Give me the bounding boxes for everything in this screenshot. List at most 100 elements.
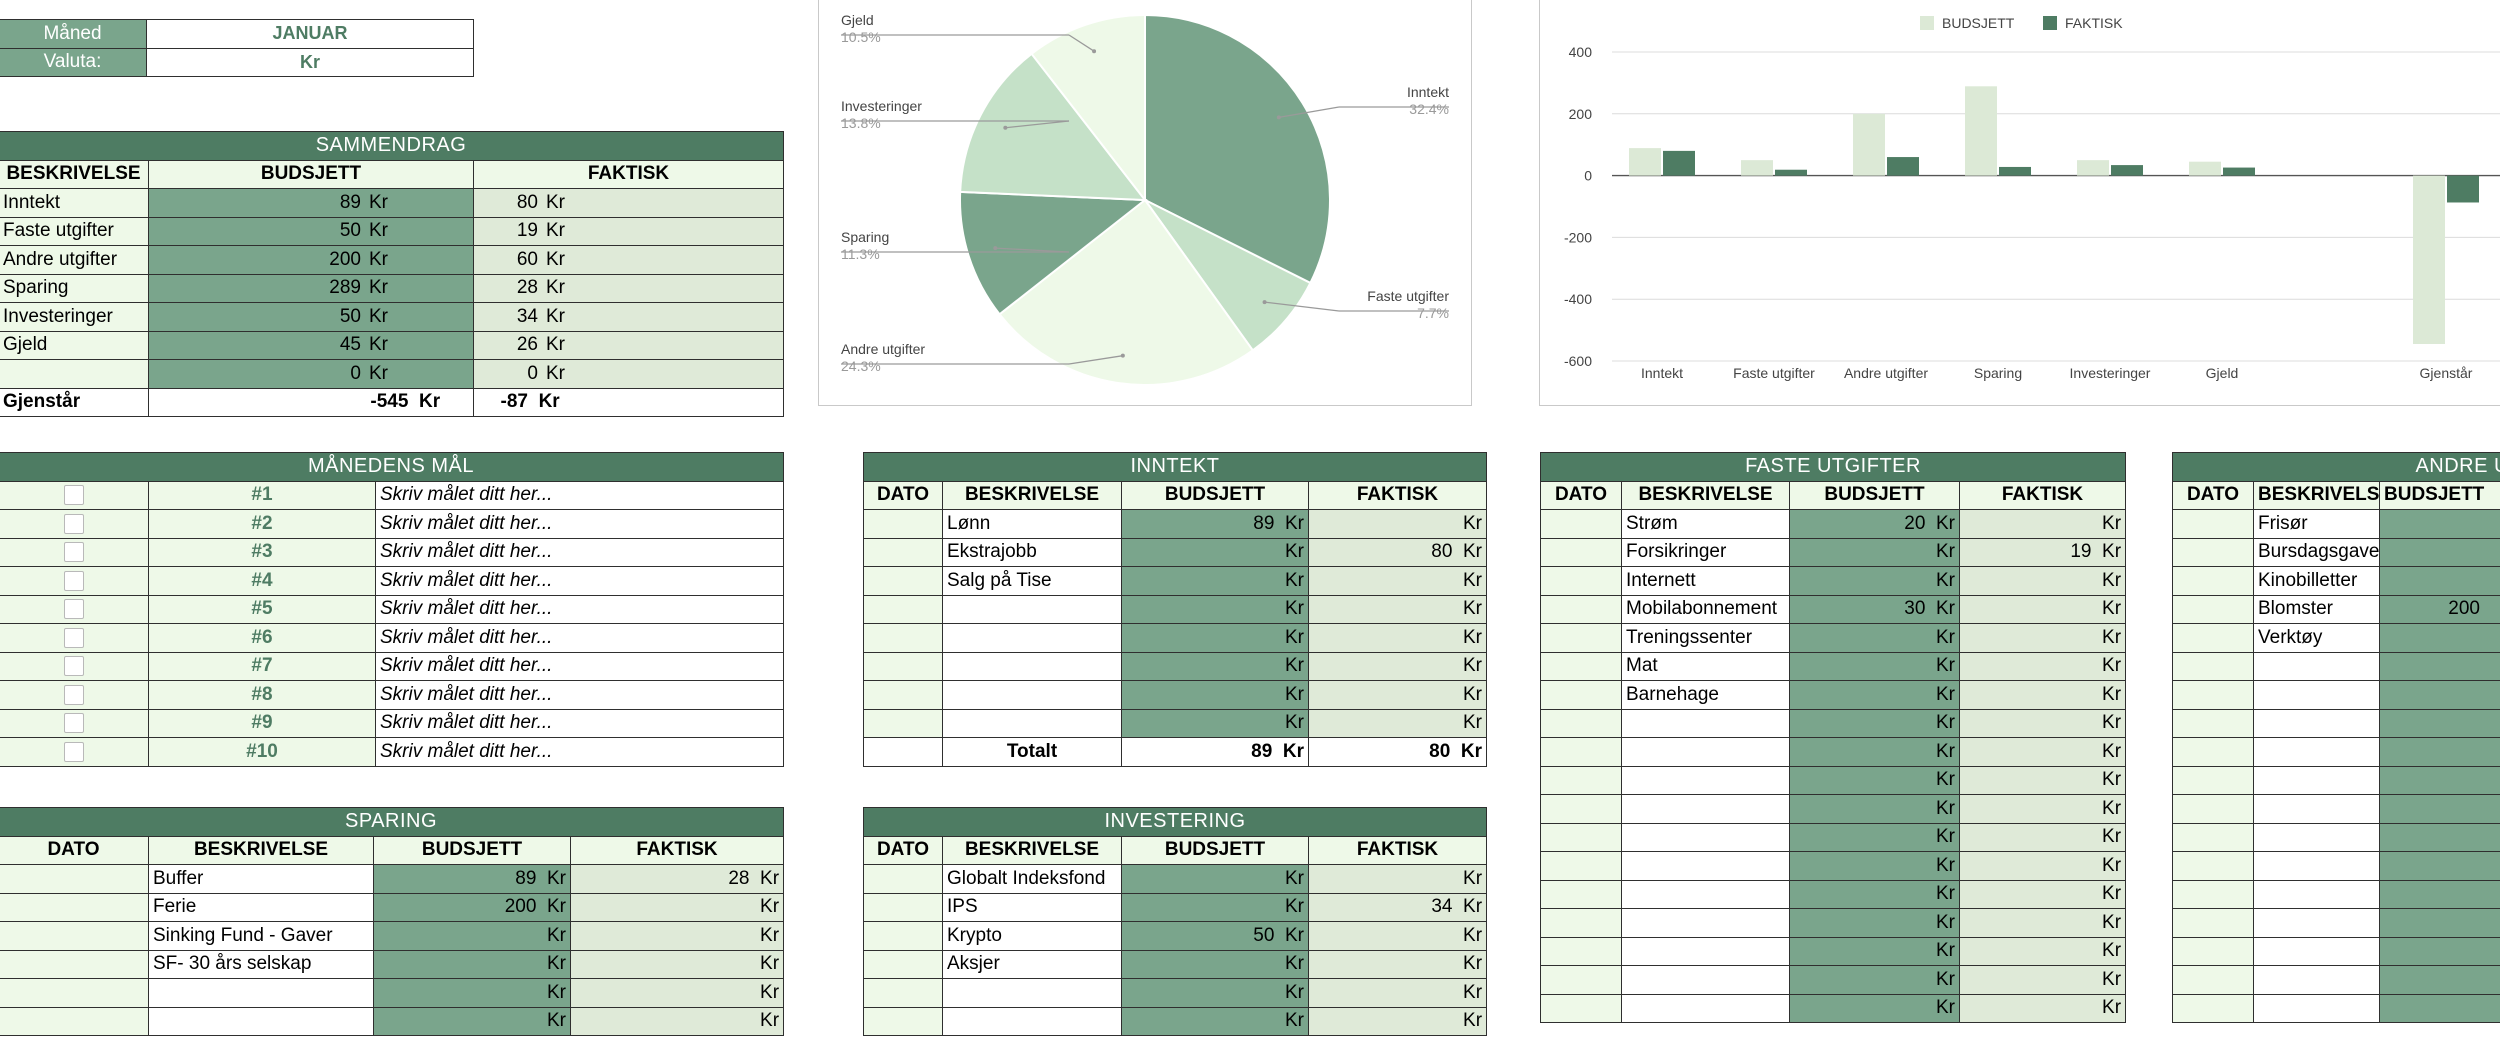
pie-slice-investeringer[interactable] bbox=[959, 52, 1148, 202]
faste-row-desc[interactable] bbox=[1621, 851, 1790, 881]
andre-row-date[interactable] bbox=[2172, 594, 2254, 624]
inntekt-row-actual[interactable]: Kr bbox=[1308, 651, 1487, 681]
inntekt-row-actual[interactable]: Kr bbox=[1308, 566, 1487, 596]
andre-row-budget[interactable] bbox=[2378, 993, 2500, 1023]
andre-row-desc[interactable] bbox=[2253, 822, 2380, 852]
bar-faktisk-faste-utgifter[interactable] bbox=[1775, 169, 1807, 176]
bar-faktisk-inntekt[interactable] bbox=[1663, 150, 1695, 176]
inntekt-row-desc[interactable]: Salg på Tise bbox=[942, 566, 1122, 596]
currency-value[interactable]: Kr bbox=[146, 47, 474, 77]
faste-row-date[interactable] bbox=[1540, 879, 1622, 909]
sparing-row-date[interactable] bbox=[0, 864, 149, 894]
faste-row-desc[interactable] bbox=[1621, 879, 1790, 909]
andre-row-date[interactable] bbox=[2172, 566, 2254, 596]
bar-budsjett-gjenstår[interactable] bbox=[2413, 175, 2445, 345]
faste-row-actual[interactable]: Kr bbox=[1958, 651, 2127, 681]
inntekt-row-desc[interactable]: Lønn bbox=[942, 509, 1122, 539]
sparing-row-desc[interactable]: Buffer bbox=[148, 864, 374, 894]
andre-row-date[interactable] bbox=[2172, 851, 2254, 881]
faste-row-desc[interactable] bbox=[1621, 936, 1790, 966]
investering-row-actual[interactable]: 34 Kr bbox=[1307, 892, 1488, 922]
investering-row-date[interactable] bbox=[863, 949, 943, 979]
inntekt-row-actual[interactable]: Kr bbox=[1308, 623, 1487, 653]
investering-row-desc[interactable] bbox=[942, 1006, 1122, 1036]
sparing-row-actual[interactable]: Kr bbox=[569, 892, 785, 922]
andre-row-desc[interactable] bbox=[2253, 651, 2380, 681]
investering-row-actual[interactable]: Kr bbox=[1307, 921, 1488, 951]
andre-row-budget[interactable] bbox=[2378, 794, 2500, 824]
sparing-row-desc[interactable]: Sinking Fund - Gaver bbox=[148, 921, 374, 951]
andre-row-desc[interactable] bbox=[2253, 936, 2380, 966]
investering-row-budget[interactable]: Kr bbox=[1121, 949, 1309, 979]
faste-row-actual[interactable]: Kr bbox=[1958, 851, 2127, 881]
faste-row-date[interactable] bbox=[1540, 509, 1622, 539]
andre-row-budget[interactable] bbox=[2378, 765, 2500, 795]
andre-row-date[interactable] bbox=[2172, 708, 2254, 738]
inntekt-row-desc[interactable] bbox=[942, 680, 1122, 710]
investering-row-actual[interactable]: Kr bbox=[1307, 949, 1488, 979]
sparing-row-actual[interactable]: Kr bbox=[569, 921, 785, 951]
faste-row-budget[interactable]: Kr bbox=[1789, 680, 1960, 710]
faste-row-desc[interactable] bbox=[1621, 737, 1790, 767]
investering-row-budget[interactable]: 50 Kr bbox=[1121, 921, 1309, 951]
andre-row-desc[interactable] bbox=[2253, 965, 2380, 995]
bar-budsjett-gjeld[interactable] bbox=[2189, 161, 2221, 176]
faste-row-budget[interactable]: Kr bbox=[1789, 623, 1960, 653]
faste-row-date[interactable] bbox=[1540, 623, 1622, 653]
faste-row-desc[interactable] bbox=[1621, 765, 1790, 795]
andre-row-budget[interactable] bbox=[2378, 879, 2500, 909]
faste-row-date[interactable] bbox=[1540, 594, 1622, 624]
goal-text[interactable]: Skriv målet ditt her... bbox=[375, 680, 784, 710]
goal-text[interactable]: Skriv målet ditt her... bbox=[375, 566, 784, 596]
andre-row-desc[interactable]: Blomster bbox=[2253, 594, 2380, 624]
sparing-row-date[interactable] bbox=[0, 978, 149, 1008]
investering-row-date[interactable] bbox=[863, 892, 943, 922]
faste-row-actual[interactable]: Kr bbox=[1958, 509, 2127, 539]
inntekt-row-date[interactable] bbox=[863, 537, 943, 567]
goal-checkbox[interactable] bbox=[63, 513, 84, 534]
faste-row-budget[interactable]: Kr bbox=[1789, 737, 1960, 767]
goal-text[interactable]: Skriv målet ditt her... bbox=[375, 651, 784, 681]
goal-text[interactable]: Skriv målet ditt her... bbox=[375, 509, 784, 539]
inntekt-row-date[interactable] bbox=[863, 651, 943, 681]
faste-row-actual[interactable]: Kr bbox=[1958, 566, 2127, 596]
bar-faktisk-investeringer[interactable] bbox=[2111, 165, 2143, 176]
faste-row-desc[interactable] bbox=[1621, 965, 1790, 995]
faste-row-date[interactable] bbox=[1540, 908, 1622, 938]
bar-budsjett-faste-utgifter[interactable] bbox=[1741, 160, 1773, 176]
andre-row-date[interactable] bbox=[2172, 794, 2254, 824]
sparing-row-date[interactable] bbox=[0, 1006, 149, 1036]
faste-row-date[interactable] bbox=[1540, 936, 1622, 966]
sparing-row-desc[interactable]: SF- 30 års selskap bbox=[148, 949, 374, 979]
investering-row-desc[interactable]: Globalt Indeksfond bbox=[942, 864, 1122, 894]
andre-row-desc[interactable] bbox=[2253, 879, 2380, 909]
faste-row-desc[interactable] bbox=[1621, 908, 1790, 938]
faste-row-actual[interactable]: Kr bbox=[1958, 737, 2127, 767]
inntekt-row-budget[interactable]: Kr bbox=[1121, 623, 1309, 653]
inntekt-row-date[interactable] bbox=[863, 566, 943, 596]
andre-row-date[interactable] bbox=[2172, 680, 2254, 710]
faste-row-desc[interactable] bbox=[1621, 708, 1790, 738]
inntekt-row-desc[interactable] bbox=[942, 594, 1122, 624]
andre-row-date[interactable] bbox=[2172, 879, 2254, 909]
inntekt-row-budget[interactable]: Kr bbox=[1121, 708, 1309, 738]
sparing-row-actual[interactable]: Kr bbox=[569, 1006, 785, 1036]
faste-row-date[interactable] bbox=[1540, 537, 1622, 567]
goal-text[interactable]: Skriv målet ditt her... bbox=[375, 537, 784, 567]
inntekt-row-actual[interactable]: 80 Kr bbox=[1308, 537, 1487, 567]
faste-row-desc[interactable]: Strøm bbox=[1621, 509, 1790, 539]
bar-budsjett-inntekt[interactable] bbox=[1629, 148, 1661, 176]
faste-row-date[interactable] bbox=[1540, 737, 1622, 767]
faste-row-desc[interactable]: Mobilabonnement bbox=[1621, 594, 1790, 624]
inntekt-row-budget[interactable]: Kr bbox=[1121, 594, 1309, 624]
andre-row-date[interactable] bbox=[2172, 965, 2254, 995]
andre-row-budget[interactable] bbox=[2378, 680, 2500, 710]
sparing-row-actual[interactable]: Kr bbox=[569, 949, 785, 979]
andre-row-budget[interactable] bbox=[2378, 537, 2500, 567]
faste-row-budget[interactable]: Kr bbox=[1789, 936, 1960, 966]
andre-row-date[interactable] bbox=[2172, 936, 2254, 966]
sparing-row-budget[interactable]: Kr bbox=[373, 949, 571, 979]
faste-row-date[interactable] bbox=[1540, 965, 1622, 995]
faste-row-desc[interactable] bbox=[1621, 794, 1790, 824]
bar-budsjett-sparing[interactable] bbox=[1965, 86, 1997, 176]
